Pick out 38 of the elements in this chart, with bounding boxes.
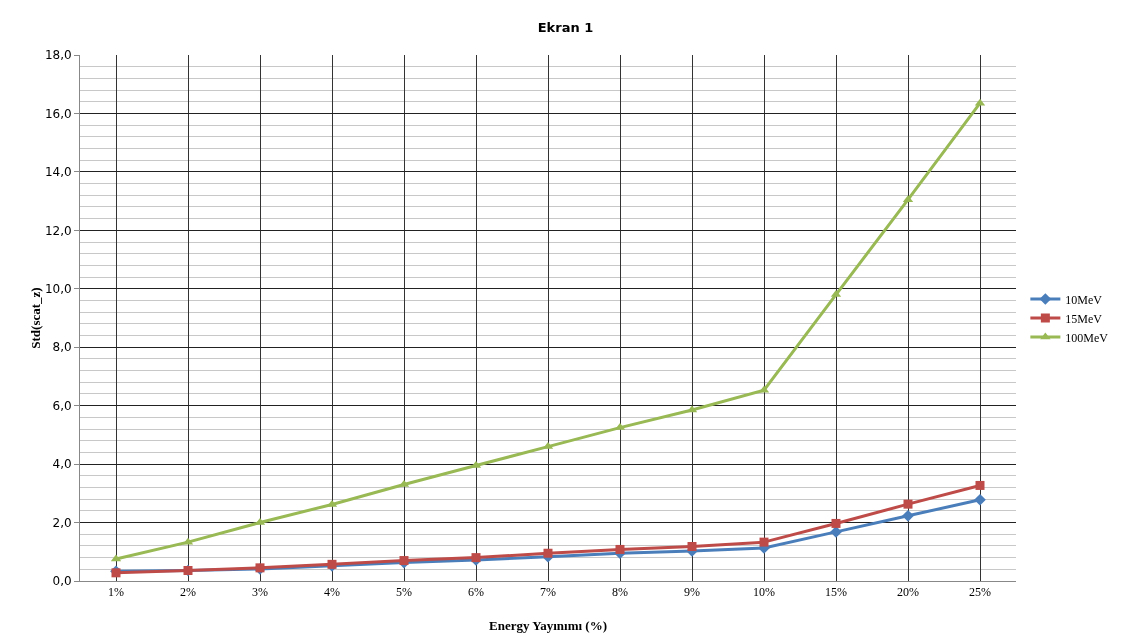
x-tick-label: 25% — [969, 585, 991, 600]
y-tick-label: 14,0 — [44, 165, 72, 180]
x-tick-label: 15% — [825, 585, 847, 600]
y-tick-label: 0,0 — [52, 574, 72, 589]
y-tick-label: 6,0 — [52, 398, 72, 413]
legend-label: 100MeV — [1065, 330, 1109, 345]
point — [974, 493, 986, 506]
x-tick-label: 7% — [540, 585, 556, 600]
point — [903, 499, 913, 509]
y-tick-label: 16,0 — [44, 106, 72, 121]
point — [902, 509, 914, 522]
point — [615, 544, 625, 554]
point — [975, 480, 985, 490]
x-tick-label: 4% — [324, 585, 340, 600]
x-tick-label: 3% — [252, 585, 268, 600]
x-tick-label: 1% — [108, 585, 124, 600]
x-tick-label: 2% — [180, 585, 196, 600]
x-axis-title: Energy Yayınımı (%) — [489, 618, 607, 633]
point — [543, 548, 553, 558]
x-tick-label: 9% — [684, 585, 700, 600]
x-tick-label: 5% — [396, 585, 412, 600]
y-tick-label: 4,0 — [52, 457, 72, 472]
y-tick-label: 10,0 — [44, 281, 72, 296]
x-tick-label: 6% — [468, 585, 484, 600]
y-tick-label: 12,0 — [44, 223, 72, 238]
point — [831, 518, 841, 528]
y-tick-label: 2,0 — [52, 515, 72, 530]
y-tick-label: 8,0 — [52, 340, 72, 355]
y-tick-label: 18,0 — [44, 48, 72, 63]
y-axis-title: Std(scat_z) — [27, 287, 43, 349]
chart-title: Ekran 1 — [537, 19, 594, 35]
x-tick-label: 20% — [897, 585, 919, 600]
point — [687, 542, 697, 552]
point — [759, 537, 769, 547]
x-tick-label: 10% — [753, 585, 775, 600]
legend-label: 15MeV — [1065, 311, 1103, 326]
x-tick-label: 8% — [612, 585, 628, 600]
legend-label: 10MeV — [1065, 292, 1103, 307]
